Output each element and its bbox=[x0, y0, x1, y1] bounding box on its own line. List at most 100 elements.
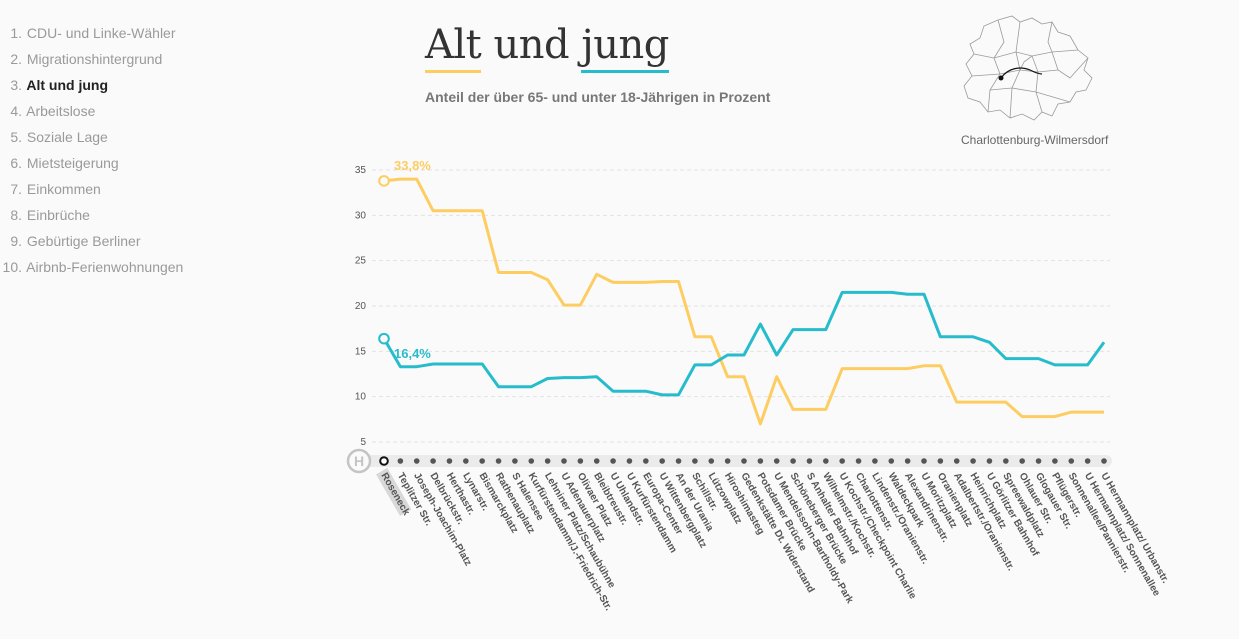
stop-dot[interactable] bbox=[986, 458, 993, 464]
nav-item-8[interactable]: 8. Einbrüche bbox=[0, 202, 210, 228]
nav-item-label: Einbrüche bbox=[26, 207, 90, 223]
nav-item-3[interactable]: 3. Alt und jung bbox=[0, 72, 210, 98]
stop-dot[interactable] bbox=[413, 458, 420, 464]
stop-dot[interactable] bbox=[692, 458, 698, 464]
nav-item-label: Migrationshintergrund bbox=[26, 51, 163, 67]
stop-dot[interactable] bbox=[593, 458, 600, 464]
stop-dot[interactable] bbox=[1019, 458, 1025, 464]
y-tick-label: 10 bbox=[355, 392, 367, 403]
nav-item-number: 1. bbox=[10, 25, 22, 41]
stop-dot[interactable] bbox=[757, 458, 764, 464]
nav-item-2[interactable]: 2. Migrationshintergrund bbox=[0, 46, 210, 72]
nav-item-number: 5. bbox=[10, 129, 22, 145]
stop-dot[interactable] bbox=[430, 458, 436, 464]
stop-dot[interactable] bbox=[643, 458, 649, 464]
selected-stop-highlight bbox=[376, 467, 412, 516]
stop-dot[interactable] bbox=[823, 458, 829, 464]
nav-item-10[interactable]: 10. Airbnb-Ferienwohnungen bbox=[0, 254, 210, 280]
stop-dot[interactable] bbox=[544, 458, 551, 464]
series-value-label-young: 16,4% bbox=[394, 346, 431, 361]
stop-dot[interactable] bbox=[855, 458, 862, 464]
stop-dot[interactable] bbox=[839, 458, 845, 464]
series-line-young bbox=[382, 290, 1106, 397]
stop-dot[interactable] bbox=[1035, 458, 1042, 464]
stop-dot[interactable] bbox=[479, 458, 485, 464]
stop-dot[interactable] bbox=[872, 458, 878, 464]
nav-item-label: Mietsteigerung bbox=[26, 155, 119, 171]
stop-dot[interactable] bbox=[724, 458, 731, 464]
chapter-nav: 1. CDU- und Linke-Wähler 2. Migrationshin… bbox=[0, 20, 210, 280]
nav-item-6[interactable]: 6. Mietsteigerung bbox=[0, 150, 210, 176]
stop-dot[interactable] bbox=[495, 458, 502, 464]
nav-item-1[interactable]: 1. CDU- und Linke-Wähler bbox=[0, 20, 210, 46]
nav-item-number: 2. bbox=[10, 51, 22, 67]
y-tick-label: 25 bbox=[355, 256, 367, 267]
stop-dot[interactable] bbox=[463, 458, 469, 464]
stop-dot[interactable] bbox=[1068, 458, 1075, 464]
stop-dot[interactable] bbox=[1052, 458, 1058, 464]
stop-dot[interactable] bbox=[937, 458, 944, 464]
nav-item-7[interactable]: 7. Einkommen bbox=[0, 176, 210, 202]
chart-subtitle: Anteil der über 65- und unter 18-Jährige… bbox=[425, 89, 771, 105]
stop-dot[interactable] bbox=[708, 458, 715, 464]
berlin-district-map-icon bbox=[963, 15, 1093, 121]
nav-item-label: Arbeitslose bbox=[26, 103, 96, 119]
nav-item-number: 10. bbox=[2, 259, 22, 275]
track-bar bbox=[358, 455, 1112, 467]
y-tick-label: 5 bbox=[360, 437, 366, 448]
stop-dot[interactable] bbox=[561, 458, 567, 464]
page-title: Alt und jung bbox=[425, 22, 669, 73]
stop-dot[interactable] bbox=[397, 458, 404, 464]
stop-label[interactable]: U Hermannplatz/ Sonnenallee bbox=[1082, 471, 1162, 599]
stop-dot[interactable] bbox=[528, 458, 535, 464]
stop-dot[interactable] bbox=[904, 458, 911, 464]
nav-item-number: 7. bbox=[10, 181, 22, 197]
nav-item-label: CDU- und Linke-Wähler bbox=[26, 25, 176, 41]
nav-item-5[interactable]: 5. Soziale Lage bbox=[0, 124, 210, 150]
stop-dot[interactable] bbox=[659, 458, 665, 464]
stop-dot[interactable] bbox=[888, 458, 895, 464]
stop-dot-selected[interactable] bbox=[379, 456, 389, 466]
stop-dot[interactable] bbox=[773, 458, 780, 464]
y-tick-label: 20 bbox=[355, 301, 367, 312]
stop-dot[interactable] bbox=[953, 458, 960, 464]
stop-dot[interactable] bbox=[741, 458, 747, 464]
y-axis: 5 10 15 20 25 30 35 bbox=[355, 165, 367, 448]
series-lines: 33,8% 16,4% bbox=[378, 158, 1106, 426]
stop-dot[interactable] bbox=[610, 458, 616, 464]
series-start-point-old bbox=[378, 175, 390, 187]
nav-item-label: Soziale Lage bbox=[26, 129, 108, 145]
stop-dot[interactable] bbox=[446, 458, 453, 464]
stop-dot[interactable] bbox=[1084, 458, 1091, 464]
stop-h-letter: H bbox=[354, 453, 364, 469]
stop-dot[interactable] bbox=[675, 458, 682, 464]
stop-h-icon[interactable] bbox=[346, 448, 372, 474]
nav-item-number: 3. bbox=[10, 77, 22, 93]
stop-dot[interactable] bbox=[626, 458, 633, 464]
y-tick-label: 35 bbox=[355, 165, 367, 176]
nav-item-number: 4. bbox=[10, 103, 22, 119]
nav-item-label: Alt und jung bbox=[26, 77, 109, 93]
stop-dot[interactable] bbox=[512, 458, 518, 464]
nav-item-number: 8. bbox=[10, 207, 22, 223]
stop-dot[interactable] bbox=[970, 458, 976, 464]
nav-item-4[interactable]: 4. Arbeitslose bbox=[0, 98, 210, 124]
district-label: Charlottenburg-Wilmersdorf bbox=[961, 133, 1109, 147]
nav-item-label: Airbnb-Ferienwohnungen bbox=[26, 259, 184, 275]
stop-dot[interactable] bbox=[806, 458, 813, 464]
y-tick-label: 30 bbox=[355, 210, 367, 221]
stop-dot[interactable] bbox=[790, 458, 796, 464]
nav-item-label: Gebürtige Berliner bbox=[26, 233, 141, 249]
title-word-alt: Alt bbox=[425, 22, 482, 73]
title-word-und: und bbox=[493, 22, 570, 68]
nav-item-number: 6. bbox=[10, 155, 22, 171]
stop-dot[interactable] bbox=[1101, 458, 1107, 464]
stop-dot[interactable] bbox=[1003, 458, 1009, 464]
stop-dot[interactable] bbox=[577, 458, 584, 464]
nav-item-9[interactable]: 9. Gebürtige Berliner bbox=[0, 228, 210, 254]
series-start-point-young bbox=[378, 332, 390, 345]
nav-item-label: Einkommen bbox=[26, 181, 101, 197]
stop-dot[interactable] bbox=[921, 458, 927, 464]
